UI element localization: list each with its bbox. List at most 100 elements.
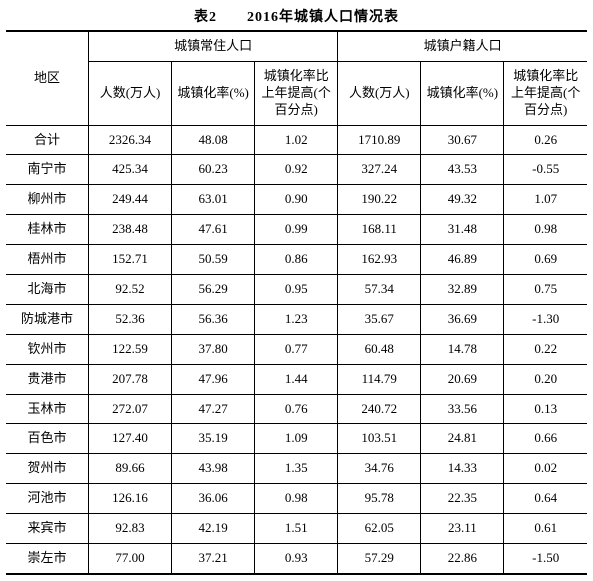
cell-region: 柳州市 [6, 185, 89, 215]
table-row: 贵港市207.7847.961.44114.7920.690.20 [6, 364, 587, 394]
cell-g2-rate: 23.11 [421, 514, 504, 544]
cell-g1-rate: 36.06 [172, 484, 255, 514]
cell-g1-count: 2326.34 [89, 125, 172, 155]
cell-g1-rate: 56.36 [172, 304, 255, 334]
cell-region: 河池市 [6, 484, 89, 514]
cell-g2-count: 57.29 [338, 544, 421, 574]
header-row-2: 人数(万人) 城镇化率(%) 城镇化率比上年提高(个百分点) 人数(万人) 城镇… [6, 61, 587, 125]
col-header-group1: 城镇常住人口 [89, 31, 338, 61]
col-header-g1-count: 人数(万人) [89, 61, 172, 125]
cell-region: 贺州市 [6, 454, 89, 484]
cell-g2-delta: 0.26 [504, 125, 587, 155]
cell-g2-delta: 0.13 [504, 394, 587, 424]
cell-g2-rate: 20.69 [421, 364, 504, 394]
cell-g1-count: 89.66 [89, 454, 172, 484]
cell-region: 北海市 [6, 275, 89, 305]
col-header-g1-rate: 城镇化率(%) [172, 61, 255, 125]
cell-g1-delta: 0.76 [255, 394, 338, 424]
cell-g2-delta: 0.64 [504, 484, 587, 514]
table-row: 柳州市249.4463.010.90190.2249.321.07 [6, 185, 587, 215]
cell-g1-delta: 0.77 [255, 334, 338, 364]
cell-g2-count: 114.79 [338, 364, 421, 394]
col-header-g2-delta: 城镇化率比上年提高(个百分点) [504, 61, 587, 125]
cell-g2-count: 168.11 [338, 215, 421, 245]
cell-region: 崇左市 [6, 544, 89, 574]
cell-region: 贵港市 [6, 364, 89, 394]
cell-g2-count: 34.76 [338, 454, 421, 484]
table-row: 南宁市425.3460.230.92327.2443.53-0.55 [6, 155, 587, 185]
cell-region: 百色市 [6, 424, 89, 454]
cell-region: 玉林市 [6, 394, 89, 424]
cell-g2-rate: 49.32 [421, 185, 504, 215]
table-row: 防城港市52.3656.361.2335.6736.69-1.30 [6, 304, 587, 334]
cell-g1-delta: 0.92 [255, 155, 338, 185]
cell-g2-rate: 43.53 [421, 155, 504, 185]
cell-g1-count: 52.36 [89, 304, 172, 334]
cell-g2-delta: 0.20 [504, 364, 587, 394]
cell-g1-rate: 48.08 [172, 125, 255, 155]
cell-g1-count: 238.48 [89, 215, 172, 245]
cell-g2-count: 62.05 [338, 514, 421, 544]
col-header-g2-rate: 城镇化率(%) [421, 61, 504, 125]
table-row: 桂林市238.4847.610.99168.1131.480.98 [6, 215, 587, 245]
cell-g2-delta: -0.55 [504, 155, 587, 185]
cell-g2-rate: 14.33 [421, 454, 504, 484]
cell-g2-count: 35.67 [338, 304, 421, 334]
population-table: 地区 城镇常住人口 城镇户籍人口 人数(万人) 城镇化率(%) 城镇化率比上年提… [6, 30, 587, 575]
cell-g1-delta: 0.86 [255, 245, 338, 275]
cell-g2-delta: 0.75 [504, 275, 587, 305]
cell-g1-count: 122.59 [89, 334, 172, 364]
cell-g1-rate: 60.23 [172, 155, 255, 185]
cell-g1-count: 425.34 [89, 155, 172, 185]
cell-g2-rate: 24.81 [421, 424, 504, 454]
cell-region: 防城港市 [6, 304, 89, 334]
cell-g1-rate: 37.80 [172, 334, 255, 364]
table-row: 梧州市152.7150.590.86162.9346.890.69 [6, 245, 587, 275]
table-row: 钦州市122.5937.800.7760.4814.780.22 [6, 334, 587, 364]
cell-g1-delta: 1.02 [255, 125, 338, 155]
cell-g1-rate: 50.59 [172, 245, 255, 275]
cell-g1-delta: 1.09 [255, 424, 338, 454]
cell-g1-rate: 35.19 [172, 424, 255, 454]
cell-g1-rate: 42.19 [172, 514, 255, 544]
cell-g1-rate: 56.29 [172, 275, 255, 305]
cell-region: 桂林市 [6, 215, 89, 245]
col-header-g2-count: 人数(万人) [338, 61, 421, 125]
cell-g1-delta: 1.51 [255, 514, 338, 544]
cell-region: 来宾市 [6, 514, 89, 544]
cell-g2-count: 95.78 [338, 484, 421, 514]
cell-g2-count: 327.24 [338, 155, 421, 185]
cell-g2-delta: 1.07 [504, 185, 587, 215]
cell-g1-delta: 0.99 [255, 215, 338, 245]
cell-g1-count: 77.00 [89, 544, 172, 574]
cell-g1-delta: 1.35 [255, 454, 338, 484]
cell-g2-rate: 31.48 [421, 215, 504, 245]
cell-g2-rate: 32.89 [421, 275, 504, 305]
cell-g2-rate: 30.67 [421, 125, 504, 155]
cell-g2-count: 103.51 [338, 424, 421, 454]
cell-g2-rate: 36.69 [421, 304, 504, 334]
cell-g2-count: 240.72 [338, 394, 421, 424]
cell-g2-rate: 14.78 [421, 334, 504, 364]
header-row-1: 地区 城镇常住人口 城镇户籍人口 [6, 31, 587, 61]
cell-region: 钦州市 [6, 334, 89, 364]
table-row: 百色市127.4035.191.09103.5124.810.66 [6, 424, 587, 454]
cell-g1-delta: 0.95 [255, 275, 338, 305]
cell-g1-count: 92.83 [89, 514, 172, 544]
cell-g1-rate: 47.96 [172, 364, 255, 394]
cell-g2-count: 190.22 [338, 185, 421, 215]
cell-g2-delta: 0.98 [504, 215, 587, 245]
cell-g2-delta: 0.69 [504, 245, 587, 275]
table-row: 来宾市92.8342.191.5162.0523.110.61 [6, 514, 587, 544]
cell-g2-rate: 22.86 [421, 544, 504, 574]
cell-g2-delta: 0.66 [504, 424, 587, 454]
cell-g2-delta: 0.02 [504, 454, 587, 484]
cell-g2-count: 1710.89 [338, 125, 421, 155]
cell-g1-count: 272.07 [89, 394, 172, 424]
cell-g1-rate: 63.01 [172, 185, 255, 215]
cell-region: 合计 [6, 125, 89, 155]
table-row: 北海市92.5256.290.9557.3432.890.75 [6, 275, 587, 305]
cell-g2-count: 162.93 [338, 245, 421, 275]
col-header-region: 地区 [6, 31, 89, 125]
cell-g1-rate: 47.27 [172, 394, 255, 424]
